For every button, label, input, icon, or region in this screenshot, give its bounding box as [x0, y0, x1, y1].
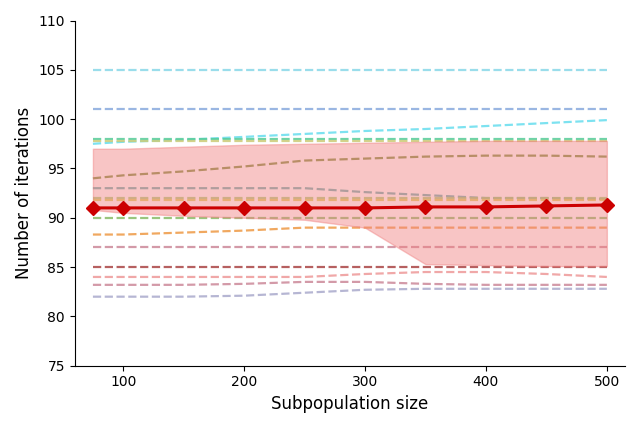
X-axis label: Subpopulation size: Subpopulation size — [271, 395, 429, 413]
Y-axis label: Number of iterations: Number of iterations — [15, 107, 33, 279]
